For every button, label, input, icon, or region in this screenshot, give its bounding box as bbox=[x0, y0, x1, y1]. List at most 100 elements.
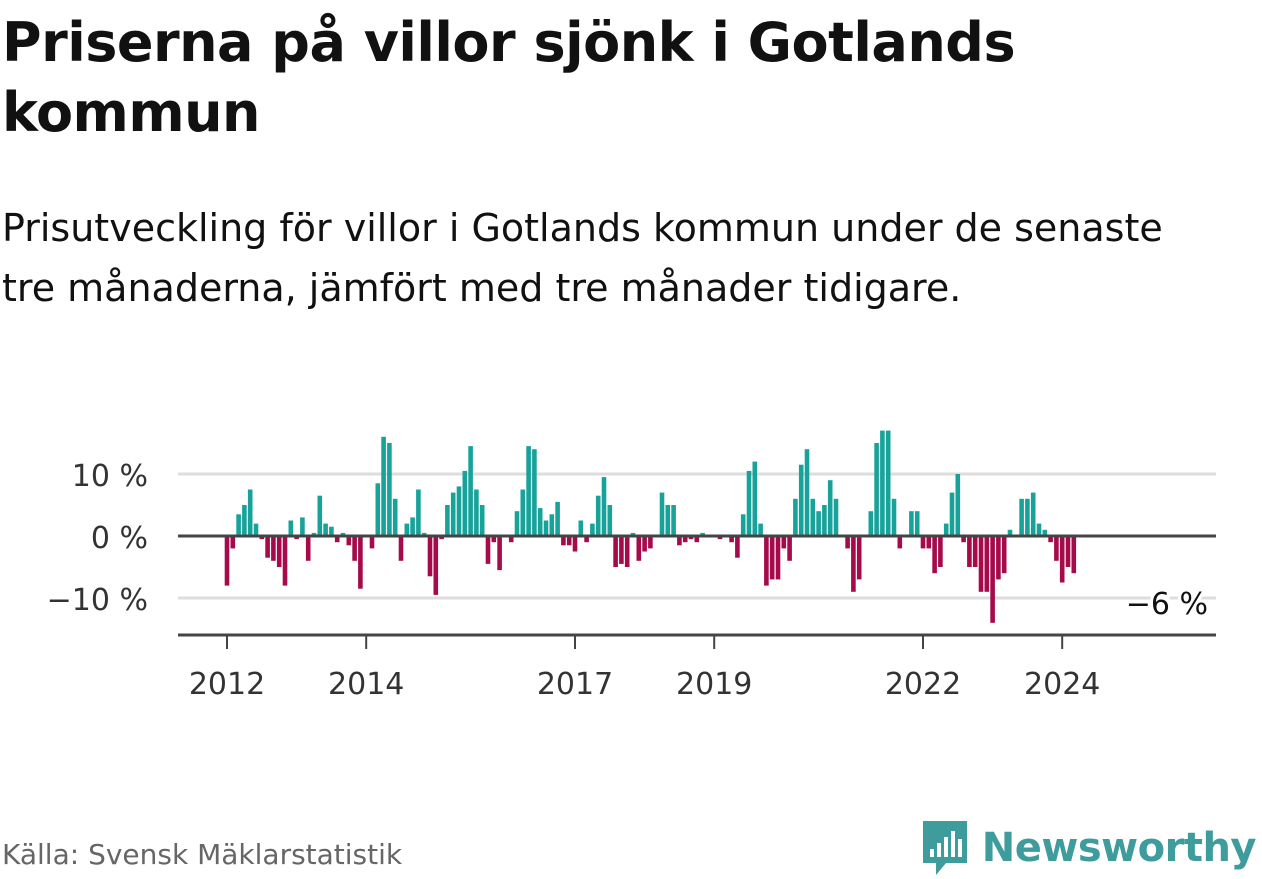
bar-positive bbox=[630, 532, 636, 536]
bar-positive bbox=[329, 526, 334, 536]
bar-positive bbox=[456, 486, 462, 536]
bar-positive bbox=[416, 489, 421, 536]
bar-negative bbox=[967, 536, 972, 567]
bar-positive bbox=[1019, 498, 1024, 536]
bar-negative bbox=[282, 536, 288, 586]
bar-positive bbox=[253, 523, 259, 536]
bar-positive bbox=[387, 443, 392, 536]
bar-negative bbox=[897, 536, 903, 549]
bar-negative bbox=[265, 536, 270, 558]
bar-positive bbox=[868, 511, 874, 536]
bar-negative bbox=[369, 536, 375, 549]
bar-positive bbox=[758, 523, 763, 536]
bar-positive bbox=[549, 514, 555, 536]
bars bbox=[224, 430, 1077, 623]
chart-title: Priserna på villor sjönk i Gotlands komm… bbox=[2, 11, 1016, 144]
bar-positive bbox=[236, 514, 241, 536]
bar-negative bbox=[984, 536, 990, 592]
bar-positive bbox=[746, 470, 752, 536]
bar-positive bbox=[479, 505, 485, 536]
bar-negative bbox=[1054, 536, 1059, 561]
brand-name: Newsworthy bbox=[981, 825, 1257, 871]
bar-negative bbox=[485, 536, 491, 564]
bar-positive bbox=[822, 505, 827, 536]
bar-positive bbox=[323, 523, 328, 536]
bar-negative bbox=[358, 536, 363, 589]
bar-negative bbox=[642, 536, 647, 552]
bar-positive bbox=[311, 532, 317, 536]
bar-negative bbox=[717, 536, 723, 540]
bar-negative bbox=[688, 536, 694, 540]
bar-positive bbox=[520, 489, 526, 536]
x-tick-label: 2019 bbox=[676, 667, 752, 702]
bar-positive bbox=[404, 523, 410, 536]
bar-positive bbox=[421, 532, 427, 536]
bar-positive bbox=[381, 436, 386, 536]
bar-negative bbox=[619, 536, 624, 564]
bar-negative bbox=[694, 536, 700, 543]
bar-negative bbox=[624, 536, 630, 567]
x-tick-label: 2014 bbox=[328, 667, 404, 702]
bar-negative bbox=[566, 536, 572, 546]
bar-positive bbox=[1036, 523, 1042, 536]
x-tick-label: 2024 bbox=[1024, 667, 1100, 702]
x-tick-label: 2012 bbox=[189, 667, 265, 702]
bar-negative bbox=[439, 536, 444, 540]
bar-positive bbox=[375, 483, 381, 536]
bar-positive bbox=[752, 461, 758, 536]
axis-labels: 10 % 0 % −10 % 2012 2014 2017 2019 2022 2024 −6 % bbox=[47, 459, 1211, 702]
bar-positive bbox=[595, 495, 601, 536]
x-tick-label: 2022 bbox=[885, 667, 961, 702]
bar-positive bbox=[410, 517, 415, 536]
bar-positive bbox=[468, 446, 473, 536]
bar-negative bbox=[781, 536, 787, 549]
bar-positive bbox=[804, 449, 810, 536]
bar-positive bbox=[578, 520, 584, 536]
bar-negative bbox=[271, 536, 276, 561]
bar-positive bbox=[392, 498, 398, 536]
bar-positive bbox=[1025, 498, 1030, 536]
bar-positive bbox=[810, 498, 816, 536]
bar-negative bbox=[972, 536, 978, 567]
bar-positive bbox=[1042, 529, 1048, 536]
bar-negative bbox=[677, 536, 682, 546]
bar-positive bbox=[450, 492, 456, 536]
bar-negative bbox=[648, 536, 653, 549]
bar-negative bbox=[305, 536, 311, 561]
bar-positive bbox=[909, 511, 914, 536]
bar-positive bbox=[1030, 492, 1036, 536]
bar-negative bbox=[1059, 536, 1065, 583]
bar-negative bbox=[764, 536, 769, 586]
bar-negative bbox=[572, 536, 578, 552]
bar-positive bbox=[740, 514, 746, 536]
x-tick-label: 2017 bbox=[537, 667, 613, 702]
bar-positive bbox=[833, 498, 839, 536]
bar-positive bbox=[949, 492, 955, 536]
bar-positive bbox=[462, 470, 468, 536]
bar-negative bbox=[769, 536, 775, 580]
bar-negative bbox=[990, 536, 995, 623]
bar-positive bbox=[874, 443, 879, 536]
bar-positive bbox=[880, 430, 885, 536]
bar-positive bbox=[526, 446, 531, 536]
newsworthy-logo: Newsworthy bbox=[920, 817, 1257, 879]
bar-negative bbox=[1065, 536, 1071, 567]
bar-positive bbox=[914, 511, 920, 536]
bar-positive bbox=[601, 477, 607, 536]
bar-positive bbox=[242, 505, 247, 536]
bar-positive bbox=[607, 505, 613, 536]
bar-positive bbox=[891, 498, 897, 536]
bar-positive bbox=[514, 511, 520, 536]
bar-positive bbox=[671, 505, 676, 536]
bar-negative bbox=[427, 536, 433, 577]
bar-positive bbox=[659, 492, 665, 536]
bar-negative bbox=[491, 536, 497, 543]
bar-positive bbox=[340, 532, 346, 536]
bar-positive bbox=[590, 523, 595, 536]
bar-negative bbox=[613, 536, 618, 567]
bar-negative bbox=[224, 536, 230, 586]
bar-negative bbox=[926, 536, 932, 549]
bar-negative bbox=[561, 536, 566, 546]
bar-positive bbox=[827, 480, 833, 536]
bar-positive bbox=[543, 520, 549, 536]
